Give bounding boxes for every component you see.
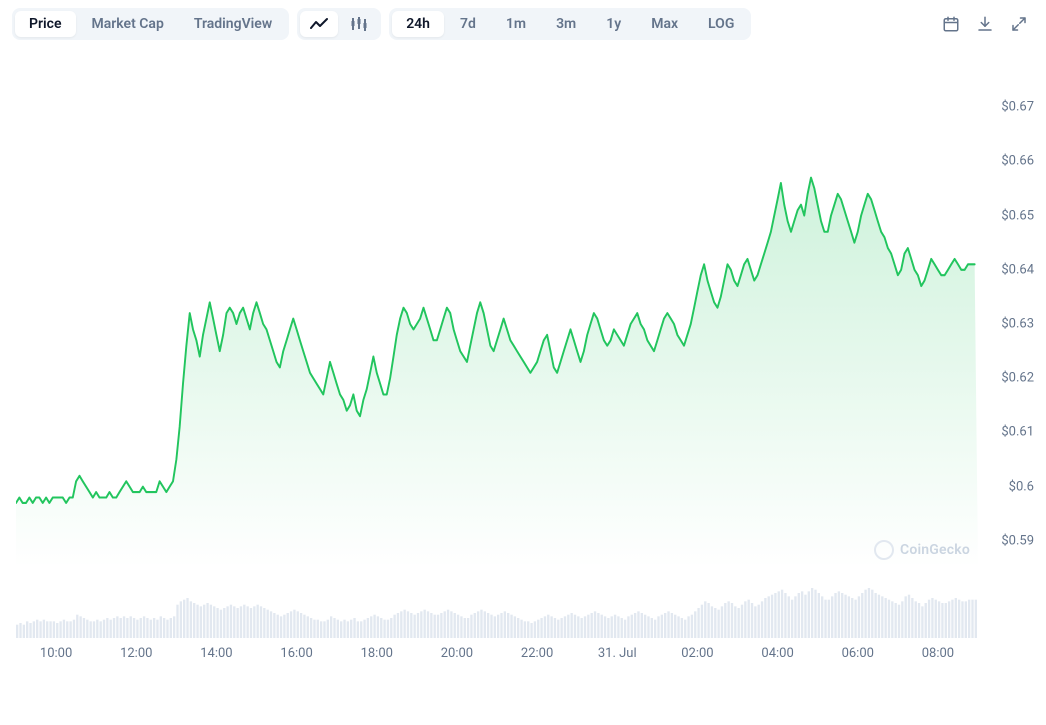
y-axis-label: $0.65 xyxy=(1001,208,1034,223)
y-axis-label: $0.6 xyxy=(1009,479,1034,494)
x-axis-label: 14:00 xyxy=(200,646,232,661)
x-axis-label: 20:00 xyxy=(441,646,473,661)
x-axis-label: 02:00 xyxy=(681,646,713,661)
tab-log[interactable]: LOG xyxy=(694,11,748,37)
x-axis-label: 18:00 xyxy=(361,646,393,661)
download-icon xyxy=(976,15,994,33)
tab-price[interactable]: Price xyxy=(15,11,76,37)
x-axis-label: 08:00 xyxy=(922,646,954,661)
y-axis-label: $0.64 xyxy=(1001,262,1034,277)
download-button[interactable] xyxy=(970,9,1000,39)
x-axis-label: 10:00 xyxy=(40,646,72,661)
x-axis-label: 16:00 xyxy=(280,646,312,661)
candlestick-chart-icon xyxy=(350,17,368,31)
y-axis-label: $0.67 xyxy=(1001,100,1034,115)
tab-market-cap[interactable]: Market Cap xyxy=(78,11,178,37)
chart-area: $0.59 $0.6 $0.61 $0.62 $0.63 $0.64 $0.65 $0.66 $… xyxy=(8,48,1038,678)
x-axis-label: 22:00 xyxy=(521,646,553,661)
view-tab-group: Price Market Cap TradingView xyxy=(12,8,289,40)
coingecko-logo-icon xyxy=(874,540,894,560)
y-axis-label: $0.61 xyxy=(1001,425,1034,440)
calendar-button[interactable] xyxy=(936,9,966,39)
chart-type-tab-group xyxy=(297,8,381,40)
x-axis-label: 06:00 xyxy=(842,646,874,661)
tab-candlestick-chart[interactable] xyxy=(340,11,378,37)
y-axis-label: $0.62 xyxy=(1001,371,1034,386)
tab-tradingview[interactable]: TradingView xyxy=(180,11,286,37)
x-axis-label: 04:00 xyxy=(761,646,793,661)
y-axis: $0.59 $0.6 $0.61 $0.62 $0.63 $0.64 $0.65 $0.66 $… xyxy=(978,80,1038,568)
tab-line-chart[interactable] xyxy=(300,11,338,37)
tab-max[interactable]: Max xyxy=(637,11,692,37)
expand-icon xyxy=(1010,15,1028,33)
watermark-text: CoinGecko xyxy=(900,542,970,558)
watermark: CoinGecko xyxy=(874,540,970,560)
y-axis-label: $0.66 xyxy=(1001,154,1034,169)
tab-1y[interactable]: 1y xyxy=(592,11,635,37)
tab-1m[interactable]: 1m xyxy=(492,11,540,37)
toolbar-container: Price Market Cap TradingView 24h 7d 1m 3… xyxy=(8,8,1038,48)
x-axis-label: 12:00 xyxy=(120,646,152,661)
toolbar-right-actions xyxy=(936,9,1034,39)
expand-button[interactable] xyxy=(1004,9,1034,39)
tab-7d[interactable]: 7d xyxy=(446,11,490,37)
calendar-icon xyxy=(942,15,960,33)
y-axis-label: $0.59 xyxy=(1001,533,1034,548)
y-axis-label: $0.63 xyxy=(1001,317,1034,332)
price-chart[interactable] xyxy=(16,80,978,568)
tab-24h[interactable]: 24h xyxy=(392,11,444,37)
line-chart-icon xyxy=(310,17,328,31)
x-axis: 10:00 12:00 14:00 16:00 18:00 20:00 22:00 31. J… xyxy=(16,642,978,670)
tab-3m[interactable]: 3m xyxy=(542,11,590,37)
x-axis-label: 31. Jul xyxy=(598,646,637,661)
volume-chart[interactable] xyxy=(16,578,978,638)
range-tab-group: 24h 7d 1m 3m 1y Max LOG xyxy=(389,8,751,40)
